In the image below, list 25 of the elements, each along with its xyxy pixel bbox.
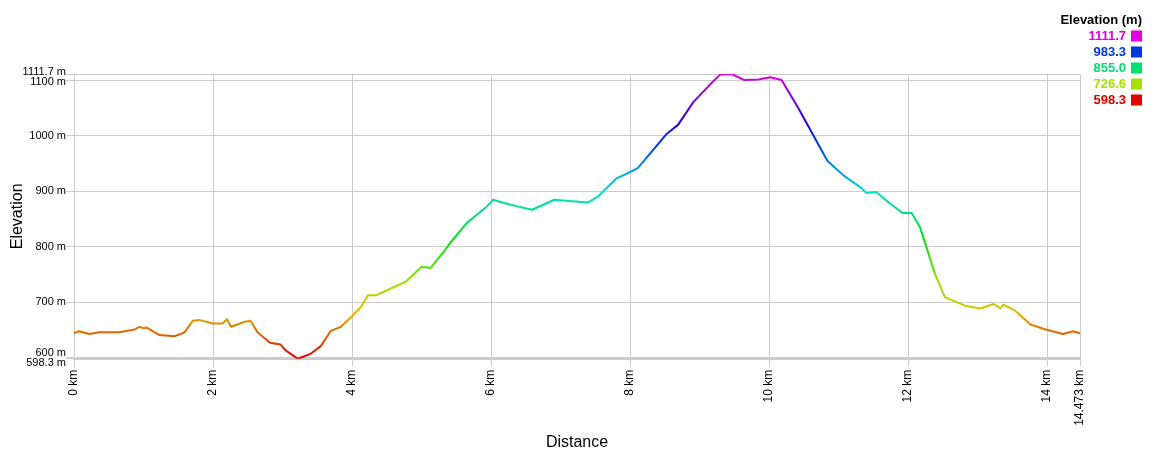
- color-bar-label: 1111.7: [1088, 27, 1126, 43]
- x-tick-label: 8 km: [622, 369, 637, 396]
- color-bar-label: 983.3: [1093, 43, 1126, 59]
- color-bar-label: 726.6: [1093, 75, 1126, 91]
- x-tick-label: 6 km: [483, 369, 498, 396]
- y-axis-title: Elevation: [8, 183, 26, 250]
- y-tick-label: 1000 m: [29, 128, 66, 141]
- y-tick-label: 1100 m: [30, 75, 66, 88]
- x-tick-label: 2 km: [205, 369, 220, 396]
- x-tick-label: 14 km: [1039, 369, 1054, 403]
- x-tick-label: 4 km: [344, 369, 359, 396]
- y-tick-label: 900 m: [35, 184, 66, 197]
- y-tick-label: 700 m: [35, 295, 66, 308]
- x-tick-label: 12 km: [900, 369, 915, 403]
- x-axis-title: Distance: [545, 432, 609, 450]
- x-tick-label: 10 km: [761, 369, 776, 403]
- y-tick-label: 600 m: [35, 346, 66, 359]
- x-tick-label: 14.473 km: [1072, 369, 1087, 426]
- x-tick-label: 0 km: [66, 369, 81, 396]
- y-tick-label: 1111.7 m: [22, 65, 66, 78]
- y-tick-label: 800 m: [35, 239, 66, 252]
- color-bar-label: 855.0: [1093, 59, 1126, 75]
- color-bar-title: Elevation (m): [1060, 11, 1142, 27]
- y-tick-label: 598.3 m: [26, 356, 66, 369]
- color-bar-label: 598.3: [1093, 91, 1126, 107]
